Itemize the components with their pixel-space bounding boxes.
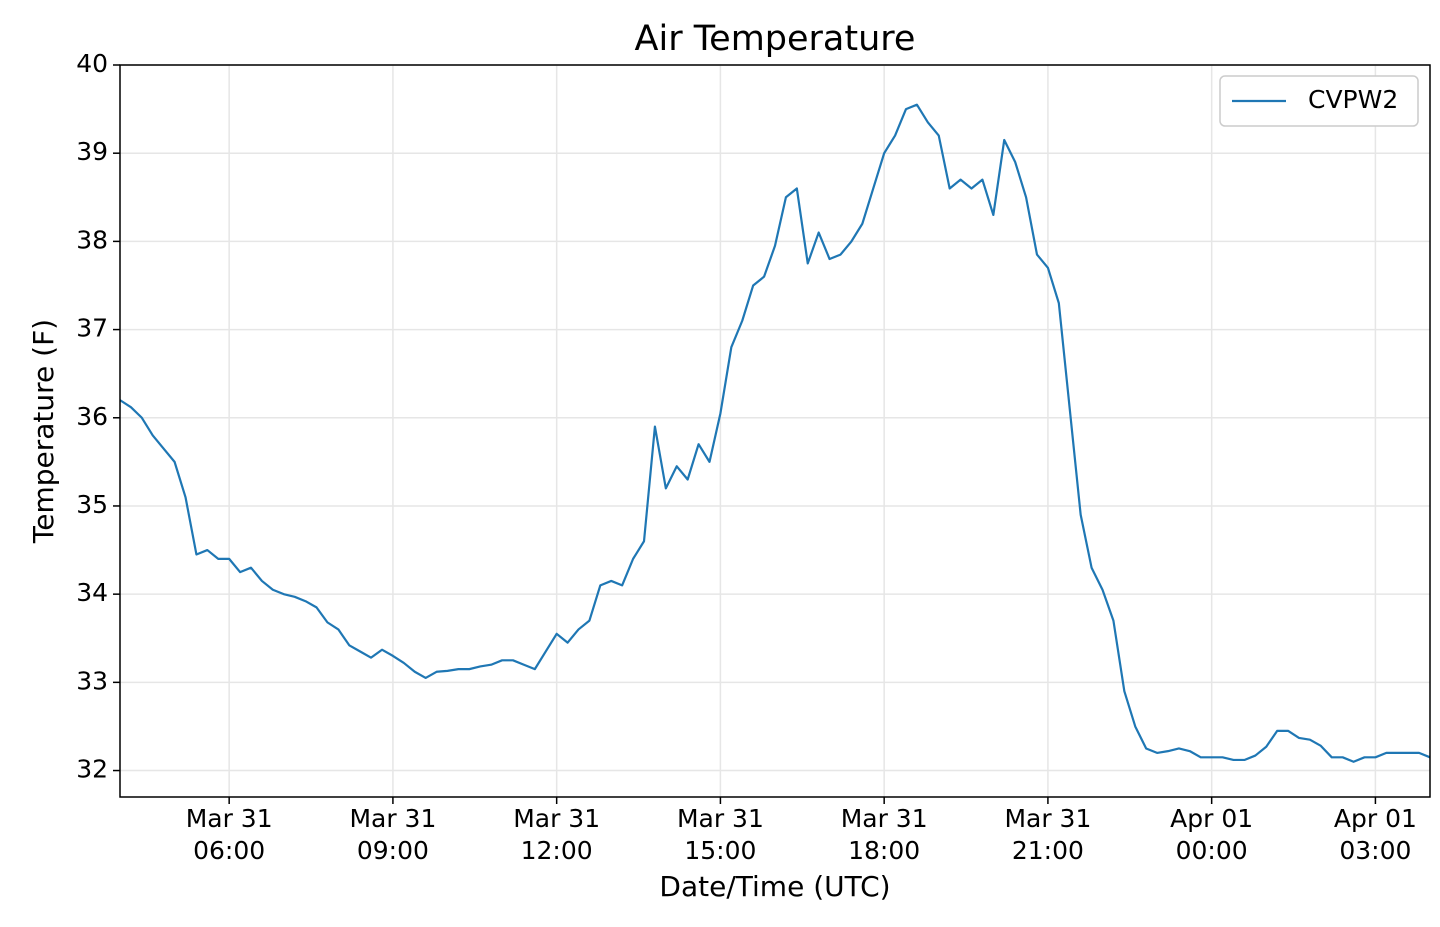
y-tick-label: 32 [76,755,108,784]
y-axis-label: Temperature (F) [27,319,60,544]
y-tick-label: 37 [76,314,108,343]
x-tick-label: Mar 31 06:00 [185,804,273,865]
x-tick-label: Mar 31 15:00 [676,804,764,865]
y-tick-label: 36 [76,402,108,431]
y-tick-label: 40 [76,49,108,78]
x-tick-label: Mar 31 21:00 [1004,804,1092,865]
x-tick-label: Apr 01 03:00 [1333,804,1417,865]
line-series [119,103,1431,763]
legend-box [1219,75,1419,127]
legend: CVPW2 [1219,75,1419,127]
x-tick-label: Apr 01 00:00 [1170,804,1254,865]
y-tick-label: 38 [76,225,108,254]
x-tick-label: Mar 31 18:00 [840,804,928,865]
chart-title: Air Temperature [635,19,916,59]
x-tick-label: Mar 31 12:00 [513,804,601,865]
y-tick-label: 35 [76,490,108,519]
x-axis-label: Date/Time (UTC) [659,870,890,903]
y-tick-label: 33 [76,666,108,695]
y-tick-label: 34 [76,578,108,607]
y-tick-label: 39 [76,137,108,166]
legend-label: CVPW2 [1308,85,1398,114]
x-tick-label: Mar 31 09:00 [349,804,437,865]
plot-frame [119,64,1431,798]
